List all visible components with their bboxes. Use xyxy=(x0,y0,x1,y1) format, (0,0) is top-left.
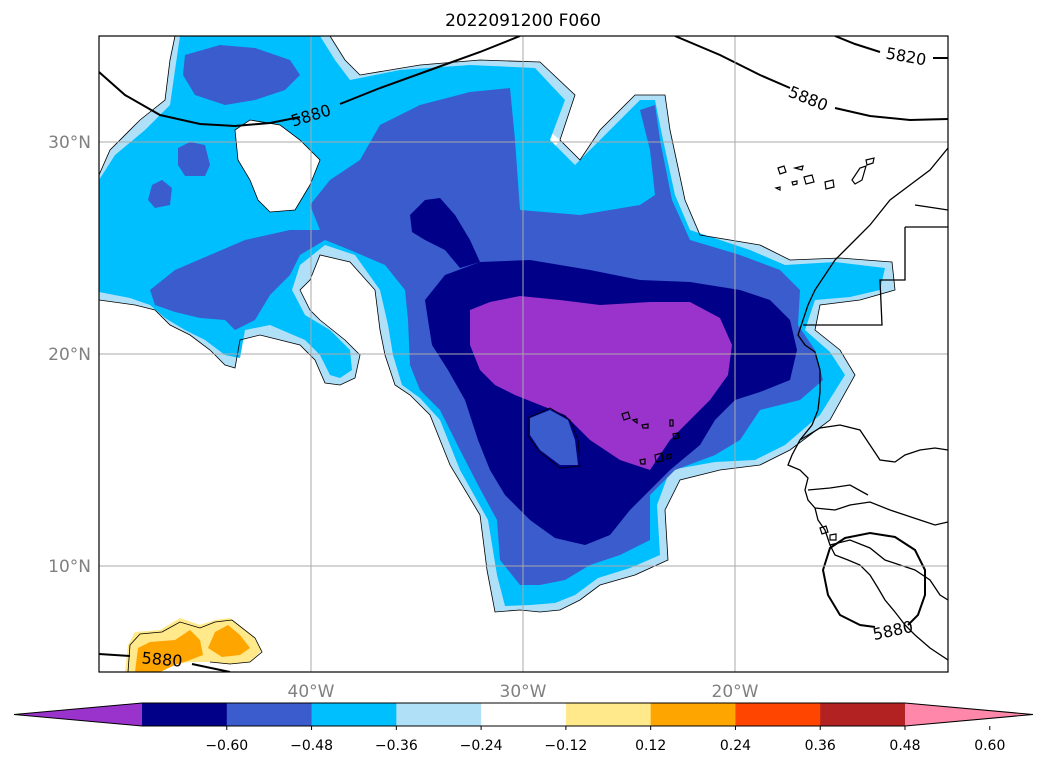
colorbar-segment xyxy=(735,703,821,726)
map-area: 5880 5820 5880 5880 5880 xyxy=(99,36,948,672)
contour-5880-north xyxy=(99,36,521,128)
field-level-n060 xyxy=(470,296,732,470)
coastline-africa xyxy=(787,147,948,661)
outline-sw xyxy=(127,619,263,672)
island-cv-7 xyxy=(666,453,672,460)
lat-label-20n: 20°N xyxy=(48,345,91,365)
colorbar-segment xyxy=(481,703,567,726)
colorbar-tick-label: 0.24 xyxy=(720,738,751,754)
contour-label-southwest: 5880 xyxy=(141,648,183,670)
contour-5880-southwest xyxy=(99,653,231,672)
colorbar-tick-label: 0.60 xyxy=(974,738,1005,754)
height-contours xyxy=(99,36,948,672)
lat-label-10n: 10°N xyxy=(48,557,91,577)
lon-label-30w: 30°W xyxy=(500,682,547,702)
coastline-border-senegal xyxy=(799,424,948,463)
lat-axis-labels: 30°N 20°N 10°N xyxy=(48,133,91,577)
island-cv-6 xyxy=(654,452,664,463)
island-canary-8 xyxy=(792,165,804,171)
island-canary-3 xyxy=(791,180,798,186)
colorbar-outline xyxy=(13,702,1034,727)
colorbar-tick-label: −0.36 xyxy=(375,738,418,754)
colorbar: −0.60 −0.48 −0.36 −0.24 −0.12 0.12 0.24 0.36 0.4… xyxy=(13,702,1034,754)
field-level-p036 xyxy=(135,625,250,672)
colorbar-tick-label: −0.24 xyxy=(460,738,503,754)
colorbar-segment xyxy=(565,703,652,726)
field-region-nw-blob xyxy=(183,45,300,105)
field-region-north-blob xyxy=(410,198,480,268)
island-cv-2 xyxy=(641,423,649,429)
field-region-inner-blue xyxy=(530,410,578,465)
island-cv-1 xyxy=(621,411,631,421)
colorbar-tick-label: 0.36 xyxy=(805,738,836,754)
colorbar-segment xyxy=(650,703,736,726)
colorbar-tick-label: −0.60 xyxy=(205,738,248,754)
island-canary-5 xyxy=(824,179,835,190)
contour-5820 xyxy=(834,36,948,59)
lon-axis-labels: 40°W 30°W 20°W xyxy=(288,682,759,702)
gridlines xyxy=(99,36,948,672)
island-canary-7 xyxy=(865,157,875,166)
field-region-sw-1 xyxy=(135,630,203,672)
colorbar-segment xyxy=(311,703,397,726)
outline-hole xyxy=(234,119,321,213)
field-region-small-2 xyxy=(148,180,172,208)
colorbar-tick-label: −0.48 xyxy=(290,738,333,754)
coastline-border-sierra xyxy=(829,539,948,601)
colorbar-tick-label: 0.48 xyxy=(889,738,920,754)
coastline-border-guinea xyxy=(814,501,948,526)
field-region-small-1 xyxy=(178,142,210,176)
coastlines xyxy=(787,147,948,661)
island-cv-4 xyxy=(672,432,680,440)
outline-inner xyxy=(527,407,581,469)
colorbar-segment xyxy=(142,703,228,726)
field-region-main xyxy=(470,296,732,470)
lon-label-20w: 20°W xyxy=(712,682,759,702)
map-title: 2022091200 F060 xyxy=(445,11,601,31)
field-region-sw-2 xyxy=(208,625,250,657)
colorbar-segment xyxy=(820,703,906,726)
island-canary-2 xyxy=(774,186,781,191)
contour-5880-northeast xyxy=(674,36,948,122)
field-region-white-hole xyxy=(235,120,320,212)
colorbar-extend-high xyxy=(905,703,1033,726)
island-cv-5 xyxy=(639,458,646,465)
colorbar-tick-label: −0.12 xyxy=(544,738,587,754)
colorbar-extend-low xyxy=(14,703,142,726)
island-canary-1 xyxy=(777,165,787,175)
island-cv-8 xyxy=(631,418,638,425)
island-bissagos xyxy=(819,525,837,541)
islands xyxy=(621,157,875,541)
island-canary-4 xyxy=(803,174,815,185)
map-frame xyxy=(98,35,949,673)
contour-5880-southeast xyxy=(821,531,926,628)
colorbar-segment xyxy=(226,703,313,726)
coastline-border-wsahara xyxy=(803,227,906,326)
coastline-border-mauritania xyxy=(914,204,948,211)
island-canary-6 xyxy=(851,165,867,185)
lon-label-40w: 40°W xyxy=(288,682,335,702)
colorbar-segment xyxy=(396,703,482,726)
island-cv-3 xyxy=(669,419,674,427)
coastline-border-gambia xyxy=(807,484,869,496)
lat-label-30n: 30°N xyxy=(48,133,91,153)
colorbar-tick-label: 0.12 xyxy=(635,738,666,754)
